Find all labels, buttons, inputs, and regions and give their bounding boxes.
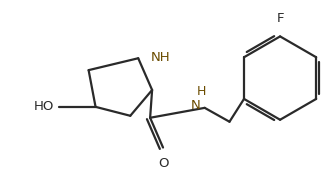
Text: O: O xyxy=(158,158,168,170)
Text: F: F xyxy=(276,13,284,25)
Text: N: N xyxy=(191,99,201,112)
Text: NH: NH xyxy=(151,51,171,64)
Text: HO: HO xyxy=(34,100,54,113)
Text: H: H xyxy=(197,85,207,98)
